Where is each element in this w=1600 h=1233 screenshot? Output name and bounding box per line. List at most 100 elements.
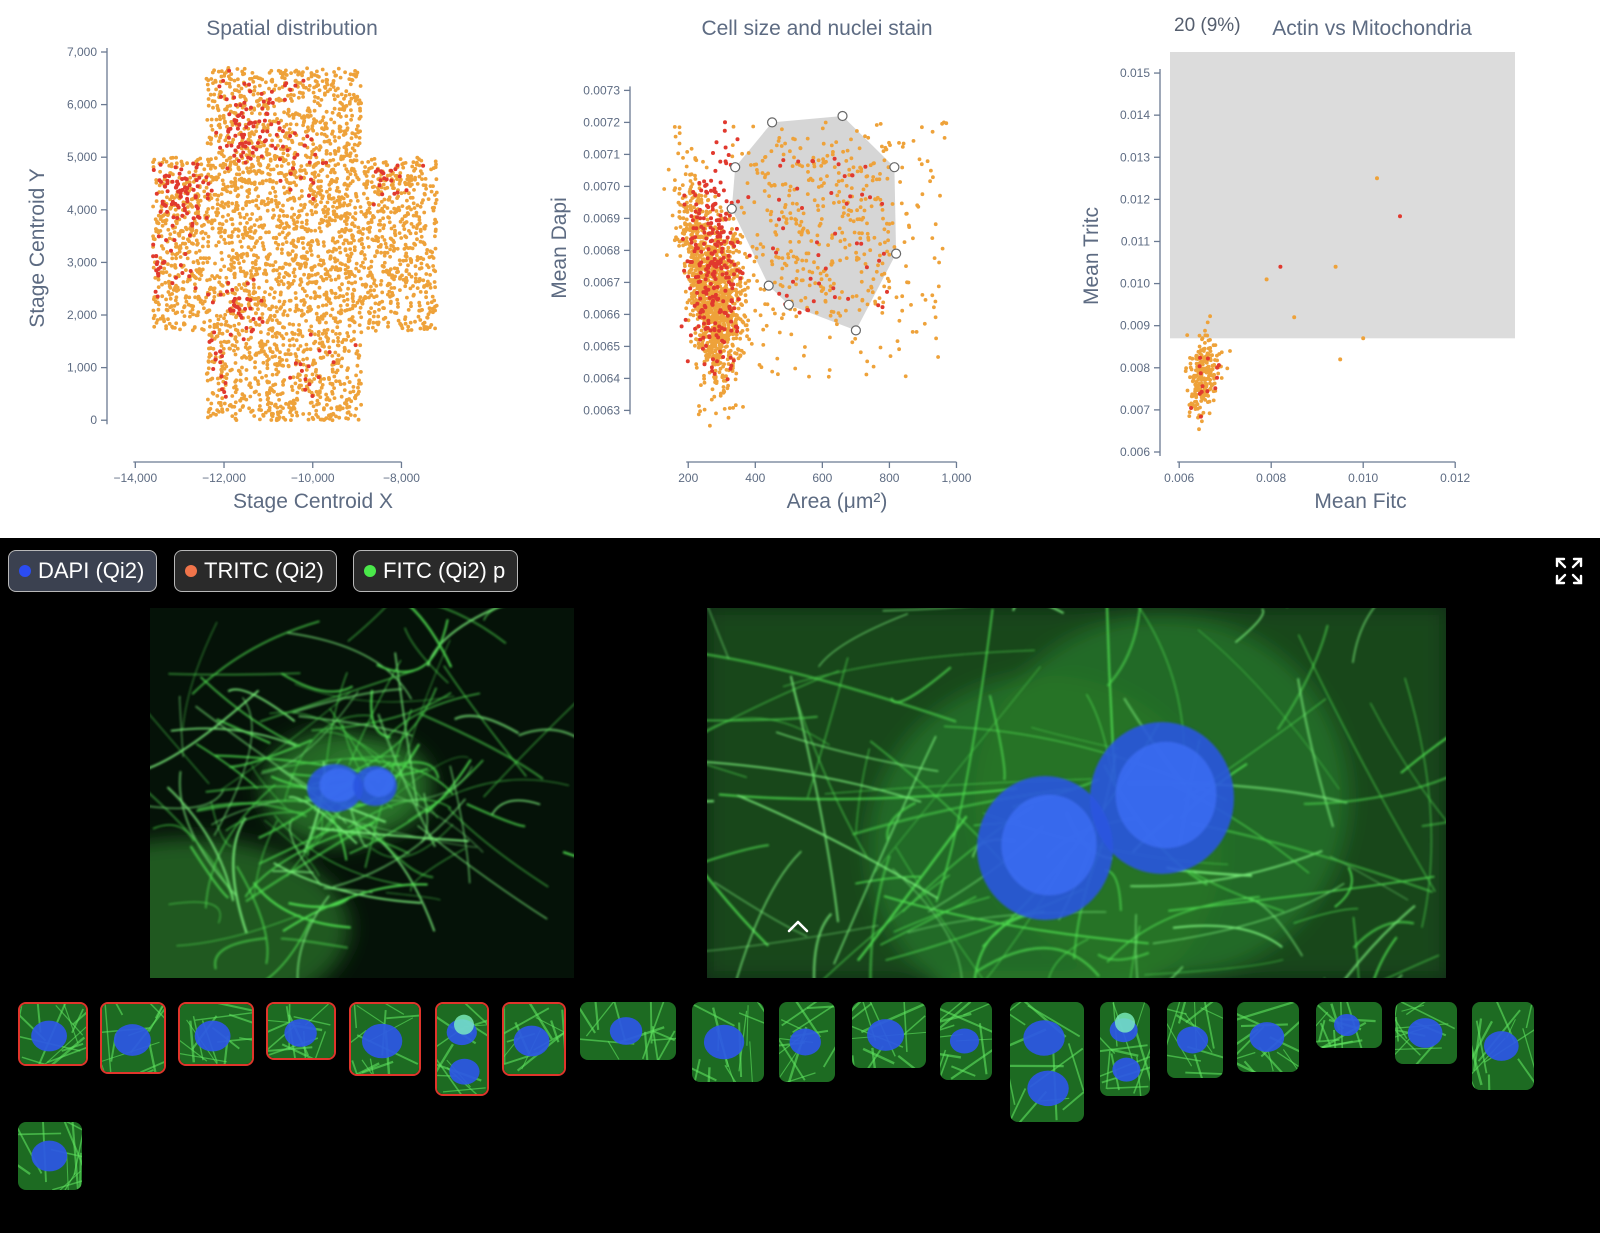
point <box>215 104 220 108</box>
point <box>743 251 747 256</box>
point-selected <box>222 390 227 394</box>
point <box>433 201 438 206</box>
point-selected <box>288 187 293 192</box>
point <box>268 349 273 353</box>
point <box>165 195 169 200</box>
point <box>418 318 423 322</box>
point-selected <box>191 187 196 192</box>
point <box>277 86 282 91</box>
point-selected <box>380 170 385 175</box>
point <box>284 332 289 336</box>
point <box>405 295 409 300</box>
point <box>409 260 414 265</box>
point <box>339 154 344 159</box>
point <box>722 389 727 394</box>
point <box>210 274 215 278</box>
chart-title: Spatial distribution <box>206 17 378 40</box>
point <box>267 119 272 123</box>
point <box>187 295 192 300</box>
point <box>426 312 431 317</box>
point <box>273 402 278 407</box>
point <box>192 274 197 279</box>
point-selected <box>164 173 169 178</box>
point <box>407 179 412 184</box>
point-selected <box>238 141 243 146</box>
point <box>413 319 417 324</box>
point <box>352 148 357 153</box>
point <box>740 288 745 293</box>
point <box>353 98 358 103</box>
point <box>345 253 350 258</box>
point <box>356 124 360 128</box>
point <box>220 364 225 369</box>
point <box>307 83 312 88</box>
point-selected <box>154 191 159 196</box>
point <box>252 169 257 173</box>
point <box>308 186 312 191</box>
point <box>294 175 299 180</box>
point-selected <box>226 135 231 140</box>
point <box>739 348 744 353</box>
point <box>204 310 209 315</box>
point <box>220 200 225 205</box>
point <box>280 391 285 395</box>
point <box>208 413 213 418</box>
point <box>694 253 698 257</box>
point <box>205 118 210 122</box>
point <box>418 229 423 234</box>
point <box>188 277 192 282</box>
point <box>214 175 219 180</box>
point-selected <box>237 122 242 127</box>
point <box>248 134 252 139</box>
point <box>392 277 396 282</box>
point <box>219 250 224 255</box>
point <box>303 289 307 294</box>
point <box>230 264 235 269</box>
point <box>408 246 413 250</box>
point <box>702 407 707 412</box>
point <box>288 352 293 356</box>
point <box>295 220 300 224</box>
point <box>326 221 331 226</box>
point <box>317 190 322 195</box>
point-selected <box>185 196 190 201</box>
point <box>317 226 322 230</box>
point <box>284 122 289 127</box>
point <box>340 356 344 361</box>
point <box>243 97 248 101</box>
point <box>234 256 238 260</box>
point <box>258 398 263 402</box>
point <box>270 318 275 322</box>
point <box>271 263 275 268</box>
point <box>188 175 193 180</box>
point <box>279 118 283 123</box>
point <box>323 91 327 96</box>
point <box>260 241 265 245</box>
point <box>385 206 390 210</box>
point <box>320 331 325 336</box>
point <box>769 209 774 214</box>
point <box>434 198 439 202</box>
point <box>331 158 336 162</box>
point <box>882 158 887 163</box>
point <box>259 408 263 412</box>
point <box>282 174 287 179</box>
point <box>325 189 329 194</box>
point-selected <box>195 184 200 189</box>
point <box>151 316 156 321</box>
point <box>344 227 348 232</box>
point <box>166 227 171 232</box>
point <box>198 156 203 161</box>
point <box>335 239 340 244</box>
point <box>802 353 806 358</box>
point <box>328 87 333 92</box>
point <box>194 221 199 226</box>
point <box>234 387 239 392</box>
point <box>418 256 422 261</box>
point-selected <box>243 140 248 145</box>
point <box>166 262 170 266</box>
point <box>182 304 187 309</box>
point <box>286 107 291 112</box>
point <box>265 362 270 367</box>
point <box>727 217 731 221</box>
